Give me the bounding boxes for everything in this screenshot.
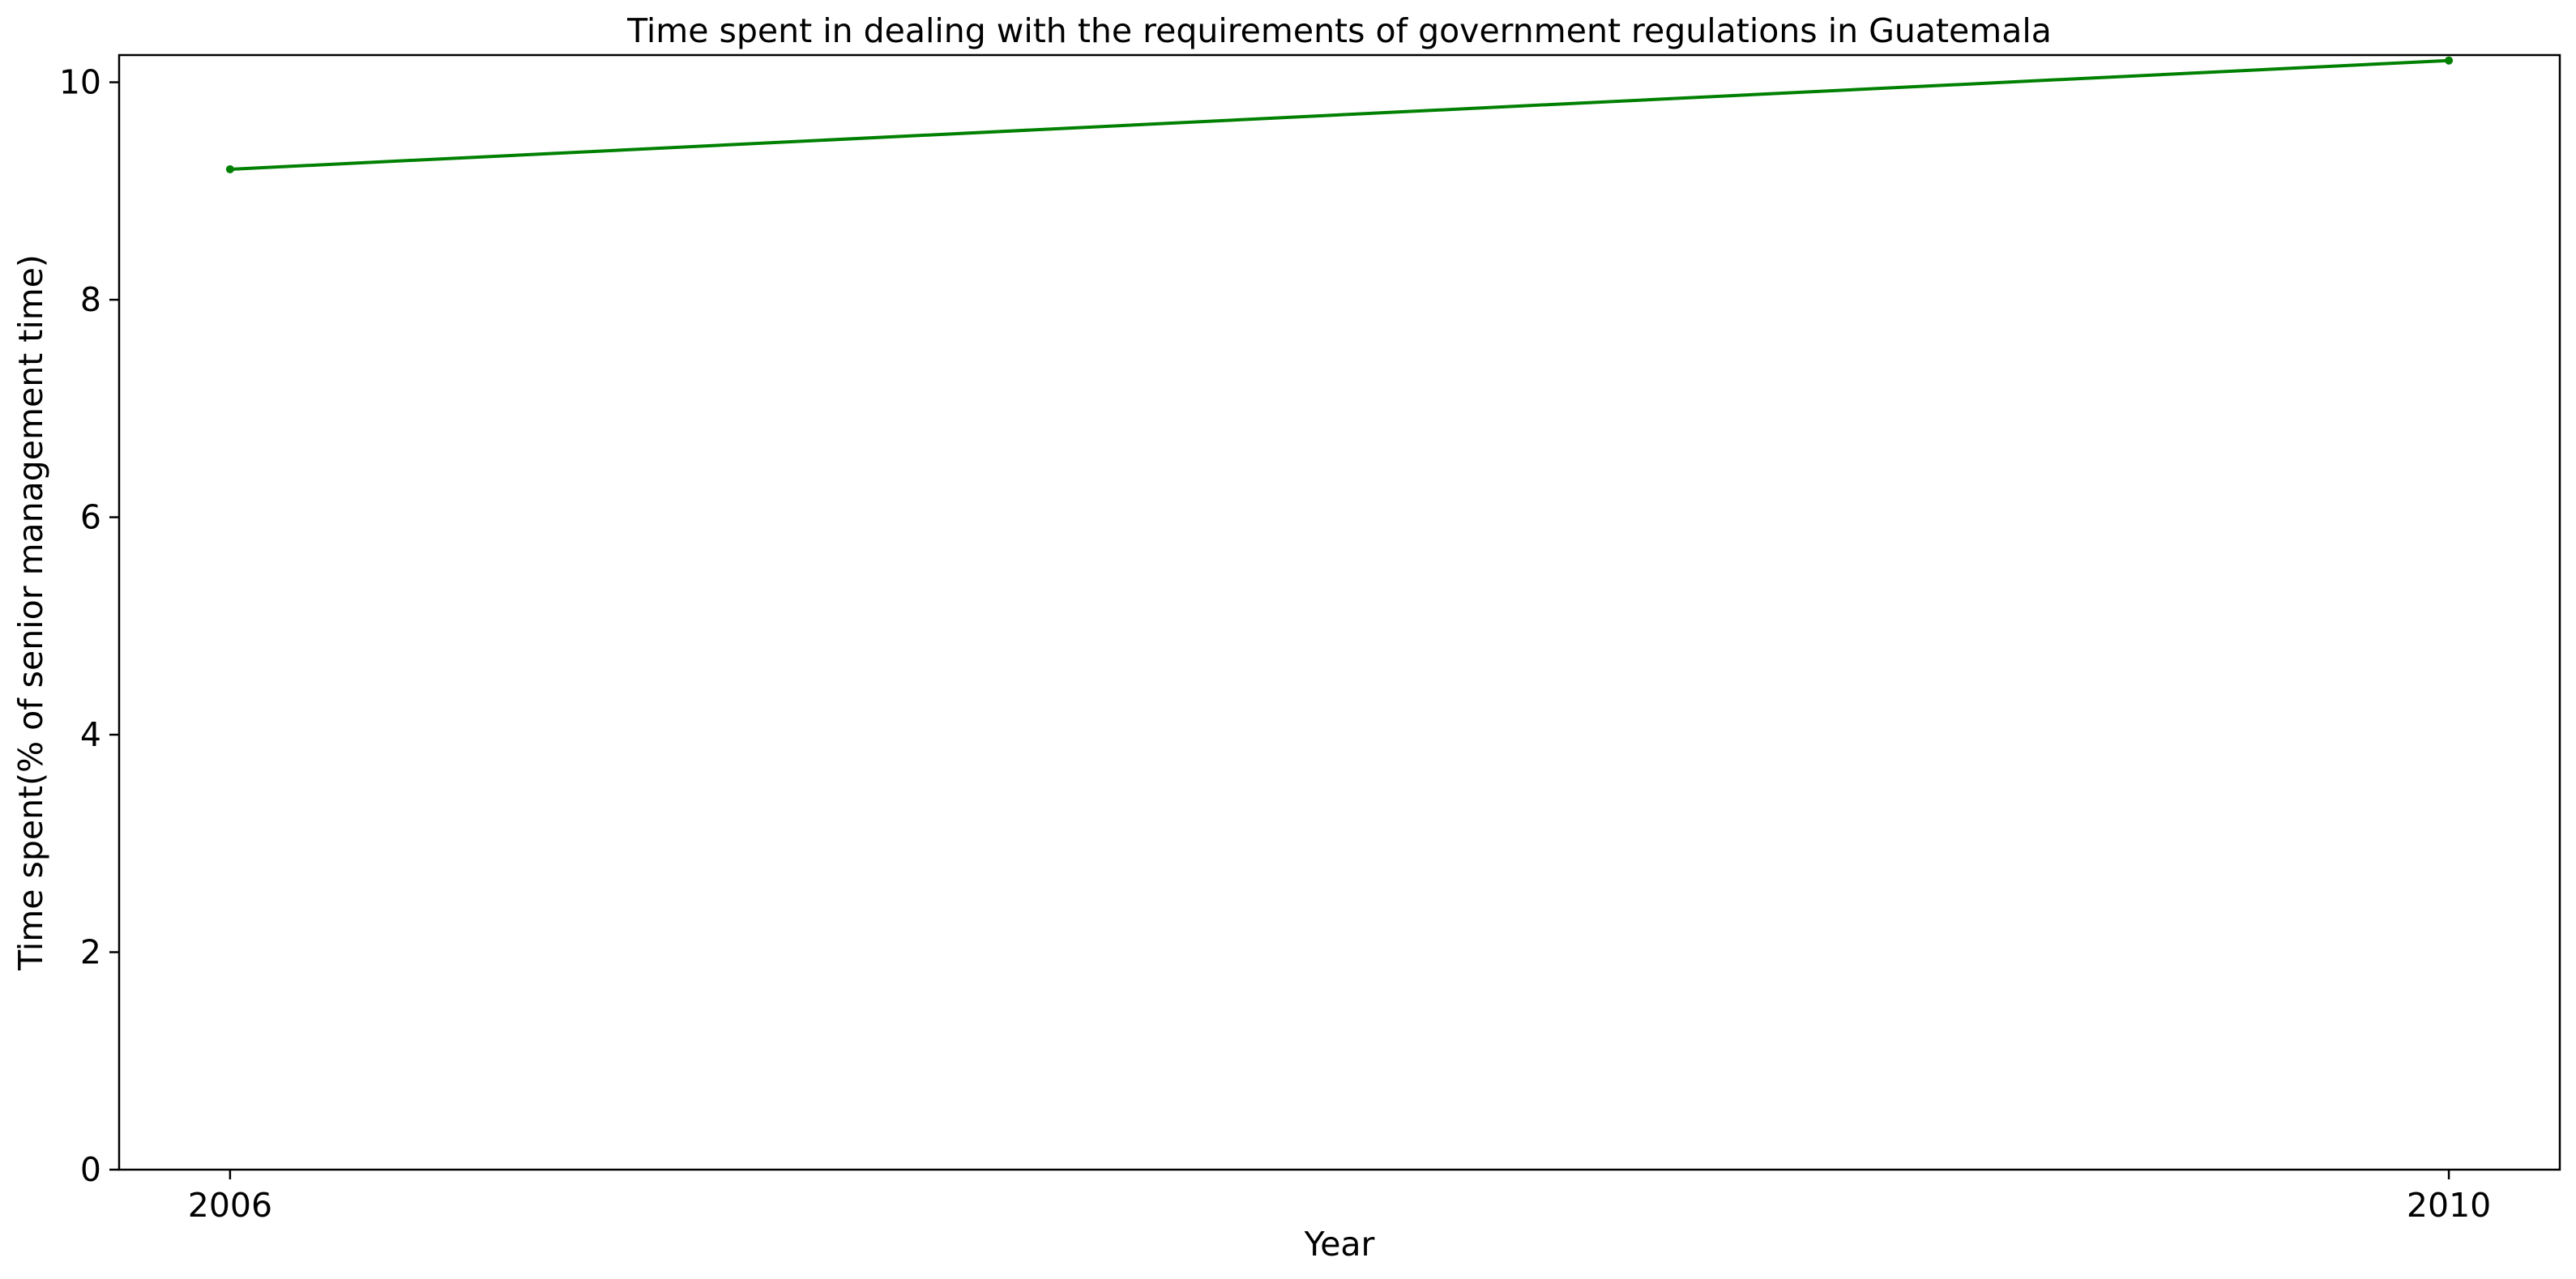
series-line: [229, 58, 2450, 171]
y-axis-ticks: 0 2 4 6 8 10: [59, 63, 119, 1189]
y-tick-label: 6: [80, 498, 101, 537]
y-tick-label: 4: [80, 715, 101, 754]
y-axis-label: Time spent(% of senior management time): [11, 254, 50, 971]
y-tick-label: 0: [80, 1150, 101, 1189]
x-axis-label: Year: [1304, 1225, 1375, 1264]
data-point: [225, 164, 234, 173]
x-axis-ticks: 2006 2010: [188, 1170, 2491, 1225]
y-tick-label: 8: [80, 280, 101, 319]
chart-title: Time spent in dealing with the requireme…: [626, 11, 2052, 50]
y-tick-label: 2: [80, 933, 101, 972]
series-layer: [225, 56, 2454, 173]
x-tick-label: 2010: [2407, 1186, 2491, 1225]
plot-area-frame: [117, 53, 2561, 1171]
data-point: [2445, 56, 2454, 65]
x-tick-label: 2006: [188, 1186, 272, 1225]
y-tick-label: 10: [59, 63, 101, 102]
